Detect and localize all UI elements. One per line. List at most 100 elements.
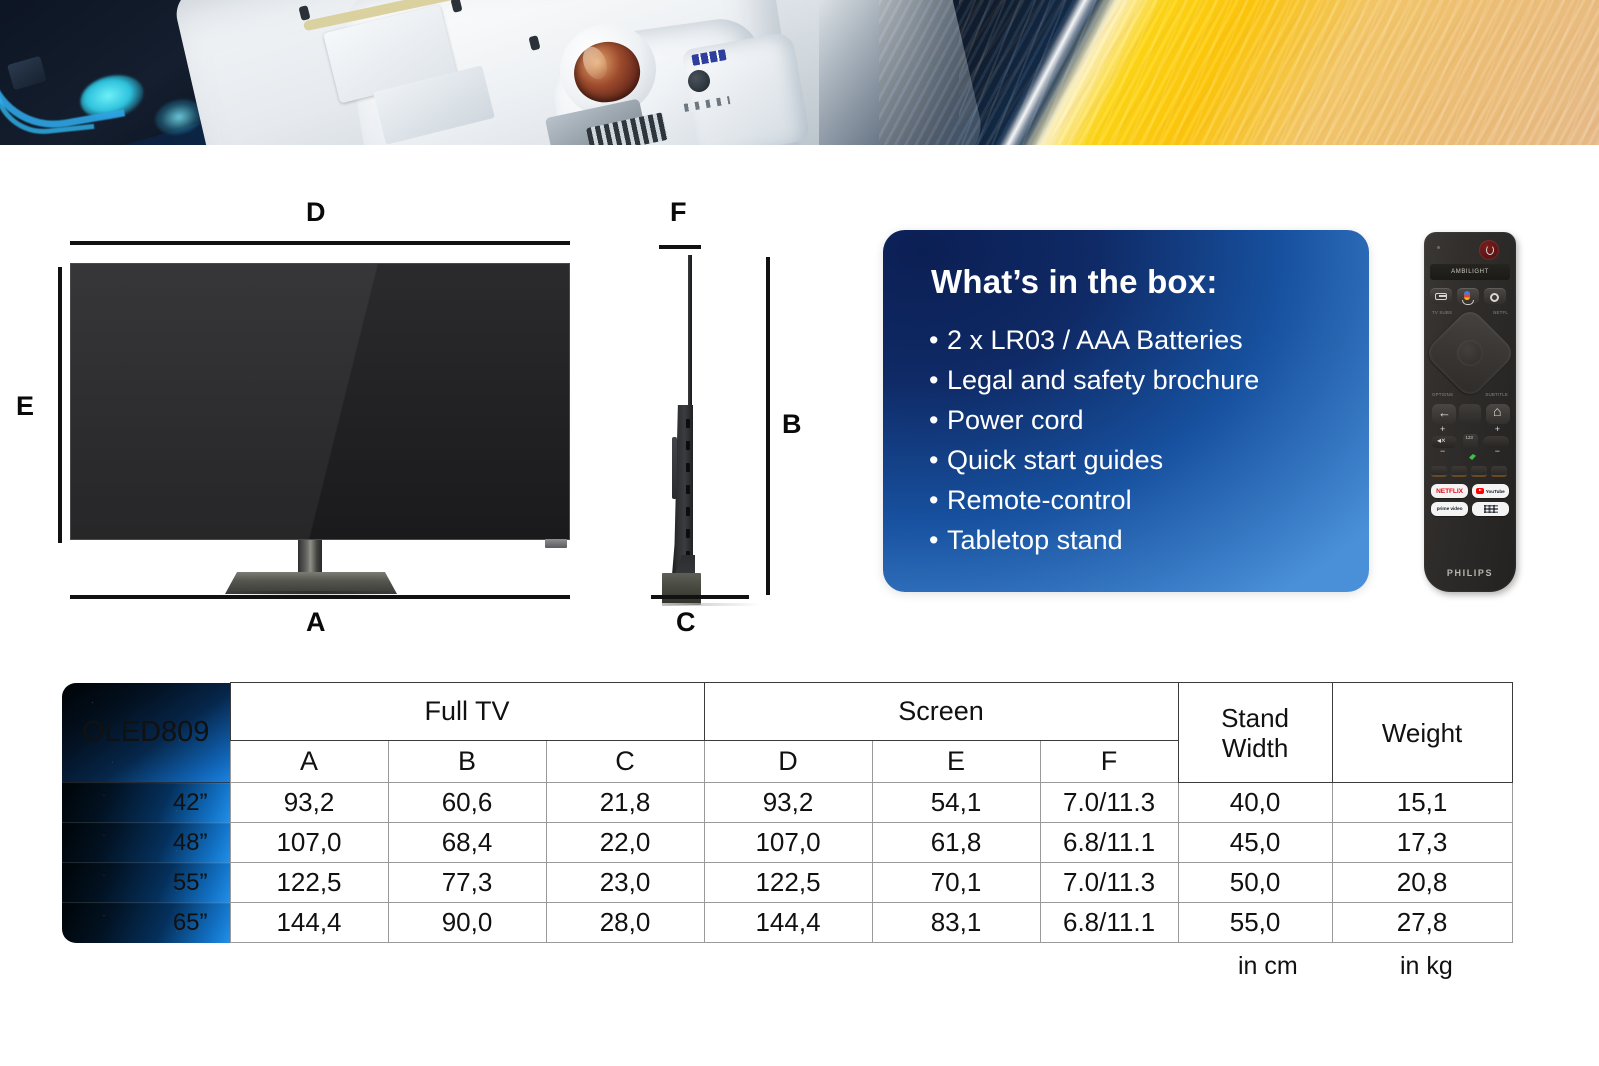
- bullet-icon: •: [929, 485, 939, 515]
- apps-grid-icon: [1483, 505, 1498, 513]
- column-header-a: A: [229, 740, 389, 783]
- cell-d: 144,4: [703, 902, 873, 943]
- row-size-65: 65”: [62, 902, 230, 943]
- tv-side-badge: [545, 539, 567, 548]
- remote-minilabel-netfl: NETFL: [1493, 310, 1508, 315]
- voice-assistant-button: [1457, 288, 1479, 305]
- tv-port: [686, 419, 690, 428]
- list-item: • Remote-control: [929, 480, 1259, 520]
- tv-panel-thin-section: [688, 255, 692, 407]
- cell-a: 93,2: [229, 782, 389, 823]
- philips-brand-label: PHILIPS: [1446, 568, 1494, 578]
- unit-label-length: in cm: [1238, 952, 1298, 980]
- remote-minilabel-tv-subs: TV SUBS: [1432, 310, 1453, 315]
- netflix-button: NETFLIX: [1431, 484, 1468, 498]
- dimension-line-e: [58, 267, 62, 543]
- dimension-line-d: [70, 241, 570, 245]
- tv-panel-thick-section: [672, 405, 693, 575]
- list-item: • 2 x LR03 / AAA Batteries: [929, 320, 1259, 360]
- stand-width-line2: Width: [1221, 732, 1289, 763]
- list-item: • Legal and safety brochure: [929, 360, 1259, 400]
- whats-in-the-box-panel: What’s in the box: • 2 x LR03 / AAA Batte…: [883, 230, 1369, 592]
- dimension-diagram: D E A F B: [0, 145, 1599, 665]
- model-name-cell: OLED809: [62, 682, 230, 783]
- dimension-line-f: [659, 245, 701, 249]
- tv-stand-shadow: [218, 591, 404, 598]
- tv-port: [686, 507, 690, 516]
- youtube-label: YouTube: [1485, 488, 1505, 494]
- remote-mic-hole-icon: [1437, 246, 1440, 249]
- cell-weight: 17,3: [1331, 822, 1513, 863]
- table-row: 42” 93,2 60,6 21,8 93,2 54,1 7.0/11.3 40…: [62, 782, 1513, 823]
- youtube-logo: YouTube: [1476, 488, 1505, 494]
- cell-weight: 20,8: [1331, 862, 1513, 903]
- cell-weight: 27,8: [1331, 902, 1513, 943]
- tv-stand-base: [225, 572, 397, 594]
- ambilight-button: AMBILIGHT: [1430, 264, 1510, 280]
- column-header-c: C: [545, 740, 705, 783]
- box-item-label: Power cord: [947, 405, 1084, 435]
- dimension-line-a: [70, 595, 570, 599]
- cell-e: 70,1: [871, 862, 1041, 903]
- tv-port: [686, 529, 690, 538]
- hero-space-image: [0, 0, 1599, 145]
- cell-f: 6.8/11.1: [1039, 902, 1179, 943]
- cell-stand-width: 55,0: [1177, 902, 1333, 943]
- prime-video-label: prime video: [1436, 506, 1463, 512]
- cell-a: 144,4: [229, 902, 389, 943]
- prime-video-button: prime video: [1431, 502, 1468, 516]
- cell-c: 28,0: [545, 902, 705, 943]
- cell-f: 6.8/11.1: [1039, 822, 1179, 863]
- tv-port: [686, 485, 690, 494]
- planet-terminator-glow: [839, 0, 1599, 145]
- youtube-button: YouTube: [1472, 484, 1509, 498]
- dimension-line-b: [766, 257, 770, 595]
- dimension-line-c: [651, 595, 749, 599]
- play-pause-icon: [1469, 454, 1476, 460]
- column-header-d: D: [703, 740, 873, 783]
- dimension-label-c: C: [676, 607, 696, 637]
- table-row: 48” 107,0 68,4 22,0 107,0 61,8 6.8/11.1 …: [62, 822, 1513, 863]
- cell-stand-width: 45,0: [1177, 822, 1333, 863]
- column-header-e: E: [871, 740, 1041, 783]
- table-row: 55” 122,5 77,3 23,0 122,5 70,1 7.0/11.3 …: [62, 862, 1513, 903]
- source-icon: [1435, 293, 1447, 300]
- color-button-green: [1451, 466, 1467, 477]
- list-item: • Tabletop stand: [929, 520, 1259, 560]
- box-panel-title: What’s in the box:: [931, 263, 1218, 300]
- back-button: [1432, 404, 1456, 424]
- tv-port: [686, 441, 690, 450]
- tv-exit-button: [1459, 404, 1481, 424]
- table-row: 65” 144,4 90,0 28,0 144,4 83,1 6.8/11.1 …: [62, 902, 1513, 943]
- tv-side-floor-line: [662, 603, 760, 606]
- specification-table: OLED809 Full TV Screen Stand Width Weigh…: [62, 682, 1513, 943]
- cell-weight: 15,1: [1331, 782, 1513, 823]
- box-contents-list: • 2 x LR03 / AAA Batteries • Legal and saf…: [929, 320, 1259, 560]
- list-item: • Power cord: [929, 400, 1259, 440]
- dimension-label-f: F: [670, 197, 687, 227]
- row-size-55: 55”: [62, 862, 230, 903]
- cell-c: 21,8: [545, 782, 705, 823]
- apps-grid-button: [1472, 502, 1509, 516]
- color-button-yellow: [1471, 466, 1487, 477]
- table-header-row-letters: A B C D E F: [62, 740, 1512, 783]
- tv-screen-front: [70, 263, 570, 548]
- cell-b: 77,3: [387, 862, 547, 903]
- gear-icon: [1490, 293, 1499, 302]
- box-item-label: 2 x LR03 / AAA Batteries: [947, 325, 1243, 355]
- channel-down-label: −: [1494, 446, 1500, 456]
- tv-stand-neck: [298, 540, 322, 576]
- settings-button: [1484, 288, 1506, 304]
- power-button-icon: [1479, 240, 1499, 260]
- box-item-label: Tabletop stand: [947, 525, 1123, 555]
- column-header-weight: Weight: [1331, 682, 1513, 783]
- group-header-full-tv: Full TV: [229, 682, 705, 741]
- cell-b: 68,4: [387, 822, 547, 863]
- tv-port: [686, 463, 690, 472]
- cell-e: 83,1: [871, 902, 1041, 943]
- cell-d: 93,2: [703, 782, 873, 823]
- box-item-label: Quick start guides: [947, 445, 1164, 475]
- cell-a: 122,5: [229, 862, 389, 903]
- cell-stand-width: 40,0: [1177, 782, 1333, 823]
- cell-f: 7.0/11.3: [1039, 782, 1179, 823]
